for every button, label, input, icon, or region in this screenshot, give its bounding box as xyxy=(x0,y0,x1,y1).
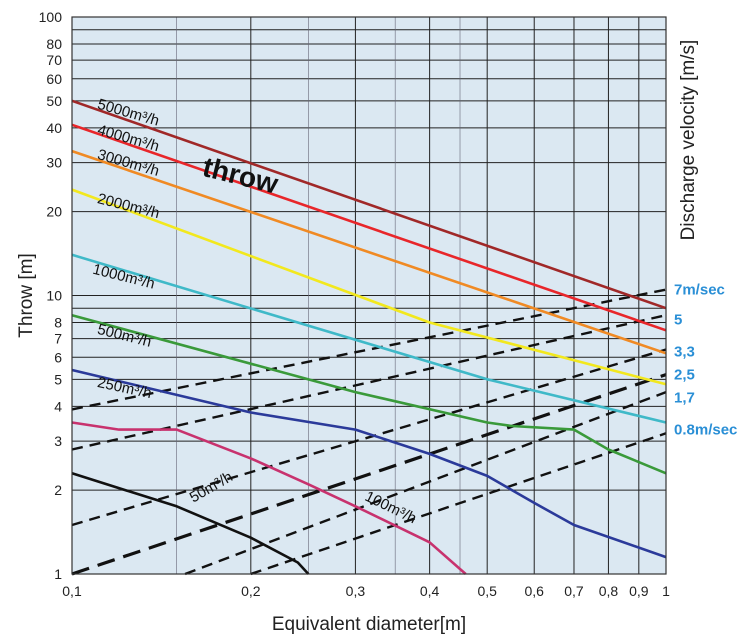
y-tick-label: 8 xyxy=(54,314,62,330)
y-tick-label: 100 xyxy=(39,9,63,25)
x-tick-label: 0,9 xyxy=(629,583,649,599)
velocity-line xyxy=(184,390,667,576)
series-line xyxy=(71,472,310,575)
y-axis-title: Throw [m] xyxy=(16,253,37,337)
velocity-label: 2,5 xyxy=(674,367,695,384)
x-axis-title: Equivalent diameter[m] xyxy=(272,614,466,635)
series-line xyxy=(71,368,667,559)
velocity-label: 0.8m/sec xyxy=(674,422,737,439)
x-tick-label: 0,4 xyxy=(420,583,440,599)
y-tick-label: 30 xyxy=(46,155,62,171)
velocity-lines xyxy=(71,288,667,576)
series-line xyxy=(71,99,667,310)
velocity-label: 1,7 xyxy=(674,390,695,407)
velocity-line xyxy=(71,314,667,451)
y-tick-label: 20 xyxy=(46,204,62,220)
velocity-labels: 7m/sec 5 3,3 2,5 1,7 0.8m/sec xyxy=(674,282,737,439)
velocity-line xyxy=(250,432,667,576)
x-tick-label: 0,8 xyxy=(599,583,619,599)
x-tick-labels: 0,1 0,2 0,3 0,4 0,5 0,6 0,7 0,8 0,9 1 xyxy=(62,583,670,599)
velocity-label: 3,3 xyxy=(674,343,695,360)
y-tick-label: 2 xyxy=(54,482,62,498)
series-line xyxy=(71,149,667,355)
y-tick-label: 40 xyxy=(46,120,62,136)
y-tick-label: 4 xyxy=(54,398,62,414)
x-tick-label: 0,7 xyxy=(564,583,584,599)
x-tick-label: 0,5 xyxy=(477,583,497,599)
y-tick-label: 60 xyxy=(46,71,62,87)
x-tick-label: 0,2 xyxy=(241,583,261,599)
y-tick-label: 70 xyxy=(46,52,62,68)
velocity-label: 5 xyxy=(674,312,682,329)
y-tick-label: 6 xyxy=(54,349,62,365)
x-tick-label: 0,6 xyxy=(524,583,544,599)
series-lines xyxy=(71,99,667,575)
y-tick-label: 3 xyxy=(54,433,62,449)
velocity-line xyxy=(71,373,667,576)
y-tick-label: 7 xyxy=(54,331,62,347)
y-tick-label: 5 xyxy=(54,371,62,387)
y-tick-label: 80 xyxy=(46,36,62,52)
plot-frame xyxy=(71,16,667,575)
series-line xyxy=(71,123,667,332)
x-tick-label: 0,1 xyxy=(62,583,82,599)
series-line xyxy=(71,253,667,424)
x-tick-label: 1 xyxy=(662,583,670,599)
y-tick-label: 1 xyxy=(54,566,62,582)
velocity-line xyxy=(71,348,667,527)
series-line xyxy=(71,188,667,386)
series-line xyxy=(71,313,667,475)
y2-axis-title: Discharge velocity [m/s] xyxy=(678,40,699,241)
series-line xyxy=(71,421,467,575)
y-tick-label: 10 xyxy=(46,288,62,304)
y-tick-label: 50 xyxy=(46,93,62,109)
velocity-label: 7m/sec xyxy=(674,282,725,299)
velocity-line xyxy=(71,288,667,411)
x-tick-label: 0,3 xyxy=(346,583,366,599)
